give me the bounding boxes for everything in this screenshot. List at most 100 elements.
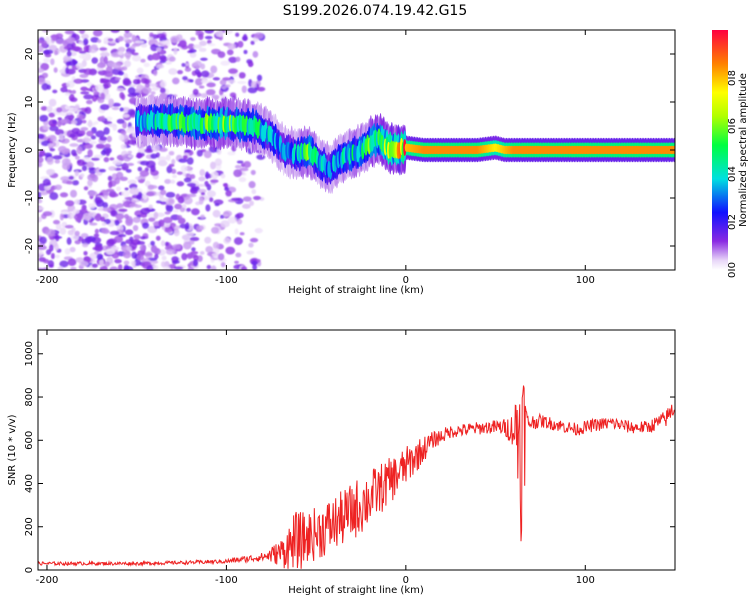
figure-title: S199.2026.074.19.42.G15: [283, 3, 468, 19]
spectrogram-noise-cell: [39, 236, 47, 245]
colorbar: 0.0 0.2 0.4 0.6 0.8 Normalized spectral ampl…: [712, 30, 749, 278]
spectrogram-noise-cell: [178, 158, 188, 163]
spectrogram-noise-cell: [39, 114, 49, 122]
spectrogram-noise-cell: [109, 192, 119, 198]
spectrogram-noise-cell: [250, 40, 255, 45]
spectrogram-noise-cell: [228, 56, 238, 63]
spectrogram-noise-cell: [212, 241, 220, 250]
spectrogram-noise-cell: [84, 106, 92, 115]
spectrogram-noise-cell: [74, 230, 80, 236]
spectrogram-noise-cell: [156, 212, 165, 218]
spectrogram-noise-cell: [192, 44, 202, 49]
spectrogram-noise-cell: [171, 168, 177, 174]
spectrogram-noise-cell: [162, 266, 171, 270]
spectrogram-noise-cell: [44, 184, 51, 191]
spectrogram-noise-cell: [40, 106, 48, 111]
spectrogram-noise-cell: [190, 251, 199, 255]
spectrogram-noise-cell: [165, 191, 176, 198]
spectrogram-noise-cell: [188, 48, 197, 54]
spectrogram-noise-cell: [239, 232, 245, 236]
spectrogram-noise-cell: [81, 204, 86, 213]
colorbar-gradient: [712, 30, 728, 270]
spectrogram-noise-cell: [124, 30, 130, 34]
spectrogram-noise-cell: [220, 262, 226, 268]
spectrogram-noise-cell: [109, 266, 119, 270]
spectrogram-noise-cell: [44, 152, 53, 157]
spectrogram-noise-cell: [84, 143, 93, 149]
spectrogram-noise-cell: [186, 182, 197, 187]
spectrogram-noise-cell: [118, 208, 128, 212]
spectrogram-noise-cell: [253, 195, 262, 201]
spectrogram-noise-cell: [108, 166, 117, 171]
spectrogram-noise-cell: [71, 46, 81, 52]
snr-xtick-label: -100: [215, 575, 238, 586]
colorbar-tick-label: 0.6: [727, 118, 738, 134]
spectrogram-noise-cell: [38, 216, 43, 223]
spectrogram-noise-cell: [46, 84, 51, 90]
spectrogram-noise-cell: [64, 224, 74, 229]
spectrogram-noise-cell: [69, 246, 76, 253]
spectrogram-noise-cell: [146, 265, 154, 270]
spectrogram-noise-cell: [80, 86, 88, 92]
spectrogram-noise-cell: [99, 136, 108, 141]
spectrogram-noise-cell: [79, 30, 85, 35]
spectrogram-noise-cell: [159, 60, 167, 64]
spectrogram-noise-cell: [256, 86, 266, 92]
spectrogram-noise-cell: [148, 204, 153, 210]
spectrogram-noise-cell: [225, 246, 236, 255]
spectrogram-noise-cell: [103, 156, 110, 163]
spectrogram-noise-cell: [82, 212, 92, 221]
spectrogram-noise-cell: [116, 186, 121, 192]
spectrogram-noise-cell: [111, 102, 121, 107]
spectrogram-noise-cell: [94, 213, 102, 222]
spectrogram-noise-cell: [67, 229, 74, 236]
spectrogram-noise-cell: [190, 186, 200, 192]
spectrogram-noise-cell: [127, 154, 135, 158]
spectrogram-noise-cell: [105, 66, 113, 73]
spectrogram-noise-cell: [234, 260, 239, 264]
spectrogram-noise-cell: [62, 56, 73, 62]
spectrogram-noise-cell: [127, 108, 136, 116]
spectrogram-noise-cell: [190, 37, 196, 41]
spectrogram-noise-cell: [88, 167, 95, 171]
spectrogram-noise-cell: [140, 236, 146, 240]
spectrogram-noise-cell: [136, 67, 144, 74]
spectrogram-noise-cell: [148, 217, 156, 222]
spectrogram-noise-cell: [164, 211, 171, 215]
spectrogram-ridge-cell: [403, 138, 407, 156]
spectrogram-noise-cell: [102, 84, 110, 90]
spectrogram-noise-cell: [129, 202, 136, 207]
spectrogram-noise-cell: [214, 158, 223, 166]
spectrogram-noise-cell: [66, 37, 76, 44]
spectrogram-noise-cell: [64, 92, 71, 96]
spectrogram-noise-cell: [90, 157, 100, 161]
spectrogram-noise-cell: [147, 184, 155, 190]
spectrogram-noise-cell: [173, 266, 184, 270]
spectrogram-noise-cell: [210, 171, 219, 180]
spectrogram-noise-cell: [91, 57, 99, 64]
spectrogram-noise-cell: [64, 30, 75, 35]
spectrogram-noise-cell: [107, 38, 114, 42]
spectrogram-noise-cell: [38, 162, 42, 167]
spectrogram-noise-cell: [107, 175, 113, 181]
spectrogram-noise-cell: [191, 247, 196, 252]
spectrogram-noise-cell: [164, 241, 170, 247]
spectrogram-noise-cell: [72, 180, 79, 186]
spectrogram-noise-cell: [70, 266, 77, 270]
spectrogram-noise-cell: [204, 171, 210, 180]
spectrogram-noise-cell: [67, 107, 78, 113]
spectrogram-noise-cell: [38, 206, 45, 211]
spectrogram-noise-cell: [205, 245, 214, 253]
spectrogram-noise-cell: [116, 118, 125, 124]
spectrogram-noise-cell: [219, 79, 227, 86]
spectrogram-noise-cell: [87, 179, 93, 187]
spectrogram-noise-cell: [111, 106, 120, 111]
spectrogram-noise-cell: [106, 135, 112, 143]
spectrogram-noise-cell: [198, 85, 205, 89]
spectrogram-noise-cell: [54, 159, 61, 164]
spectrogram-noise-cell: [99, 258, 104, 267]
spectrogram-noise-cell: [38, 249, 44, 257]
spectrogram-noise-cell: [109, 157, 115, 161]
spectrogram-noise-cell: [75, 62, 85, 70]
spectrogram-noise-cell: [141, 86, 152, 94]
